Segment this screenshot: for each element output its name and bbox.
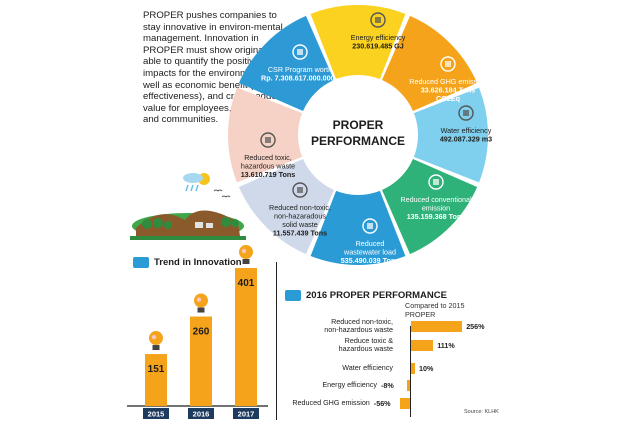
perf-compared-line1: Compared to 2015	[405, 301, 465, 310]
plug-icon	[370, 12, 386, 28]
cloud-icon	[440, 56, 456, 72]
perf-value-label: 256%	[466, 322, 485, 331]
wheel-label-csr-line1: CSR Program worth	[268, 65, 332, 74]
gas-icon	[428, 174, 444, 190]
wheel-label-ghg-line1: Reduced GHG emission	[409, 77, 487, 86]
perf-bar	[411, 321, 463, 332]
perf-title-text: 2016 PROPER PERFORMANCE	[306, 290, 447, 301]
wheel-label-ghg-line3: CO2Eq	[436, 94, 460, 103]
wheel-segment-csr	[238, 15, 334, 111]
perf-bar	[399, 398, 411, 409]
perf-value-label: -56%	[373, 399, 391, 408]
wheel-label-nontoxic-line4: 11.557.439 Tons	[273, 229, 327, 238]
wheel-segment-toxic	[227, 87, 303, 183]
perf-value-label: 10%	[419, 364, 434, 373]
wheel-label-energy-line1: Energy efficiency	[351, 33, 406, 42]
wheel-label-wastewater-line2: wastewater load	[343, 248, 396, 257]
wheel-center	[306, 83, 410, 187]
wheel-label-water-line2: 492.087.329 m3	[440, 135, 492, 144]
wheel-label-wastewater-line1: Reduced	[356, 239, 385, 248]
wheel-segment-wastewater	[310, 190, 406, 265]
source-note: Source: KLHK	[464, 409, 499, 415]
perf-compared-note: Compared to 2015 PROPER	[405, 301, 465, 319]
wheel-label-conventional-line1: Reduced conventional	[400, 195, 472, 204]
perf-category-label: Water efficiency	[342, 363, 393, 372]
wheel-label-toxic-line1: Reduced toxic,	[244, 153, 292, 162]
wheel-label-conventional-line3: 135.159.368 Tons	[407, 212, 466, 221]
perf-category-label: Reduce toxic & hazardous waste	[338, 336, 393, 354]
perf-category-label: Reduced GHG emission	[292, 398, 370, 407]
perf-bar	[407, 380, 411, 391]
perf-bar	[411, 340, 434, 351]
factory-icon	[260, 132, 276, 148]
wheel-label-toxic-line3: 13.610.719 Tons	[241, 170, 296, 179]
wheel-segment-nontoxic	[238, 159, 334, 255]
perf-compared-line2: PROPER	[405, 309, 436, 319]
wheel-segment-conventional	[382, 159, 478, 255]
wheel-segment-water	[413, 87, 488, 183]
perf-value-label: -8%	[381, 381, 394, 390]
recycle-bin-icon	[292, 182, 308, 198]
perf-category-line: non-hazardous waste	[324, 325, 393, 335]
bird-icon	[213, 189, 231, 198]
wheel-label-wastewater-line3: 535.490.039 Tons	[341, 256, 400, 265]
perf-value-label: 111%	[437, 341, 455, 350]
landscape-illustration	[130, 173, 246, 240]
water-drop-icon	[458, 105, 474, 121]
perf-category-line: Energy efficiency	[322, 380, 377, 389]
money-icon	[292, 44, 308, 60]
wheel-label-energy-line2: 230.619.485 GJ	[352, 42, 404, 51]
perf-category-label: Reduced non-toxic, non-hazardous waste	[324, 317, 393, 335]
wheel-label-csr-line2: Rp. 7.308.617.000.000,-	[261, 74, 340, 83]
perf-title: 2016 PROPER PERFORMANCE	[285, 290, 447, 301]
wheel-label-toxic-line2: hazardous waste	[241, 162, 295, 171]
trend-title: Trend in Innovation	[133, 257, 242, 268]
perf-title-marker	[285, 290, 301, 301]
wheel-label-ghg-line2: 33.626.184 Tons	[421, 86, 476, 95]
perf-category-line: Reduced non-toxic,	[331, 317, 393, 326]
perf-category-line: hazardous waste	[338, 344, 393, 354]
perf-axis-line	[410, 326, 411, 417]
wheel-label-water-line1: Water efficiency	[441, 126, 492, 135]
perf-category-line: Reduced GHG emission	[292, 398, 370, 407]
wheel-segment-ghg	[382, 15, 478, 111]
trend-title-marker	[133, 257, 149, 268]
wheel-label-nontoxic-line3: solid waste	[282, 220, 318, 229]
perf-category-line: Water efficiency	[342, 363, 393, 372]
wheel-label-nontoxic-line1: Reduced non-toxic,	[269, 203, 331, 212]
water-tank-icon	[362, 218, 378, 234]
perf-bar	[411, 363, 415, 374]
perf-category-line: Reduce toxic &	[344, 336, 393, 345]
rain-cloud-icon	[183, 173, 203, 192]
trend-title-text: Trend in Innovation	[154, 257, 242, 268]
intro-text: PROPER pushes companies to stay innovati…	[143, 10, 283, 126]
wheel-label-nontoxic-line2: non-hazaradous	[274, 212, 326, 221]
wheel-center-title-2: PERFORMANCE	[311, 134, 405, 148]
wheel-center-title-1: PROPER	[333, 118, 384, 132]
section-divider	[276, 262, 277, 420]
wheel-segment-energy	[310, 5, 406, 80]
perf-category-label: Energy efficiency	[322, 380, 377, 389]
wheel-label-conventional-line2: emission	[422, 204, 450, 213]
